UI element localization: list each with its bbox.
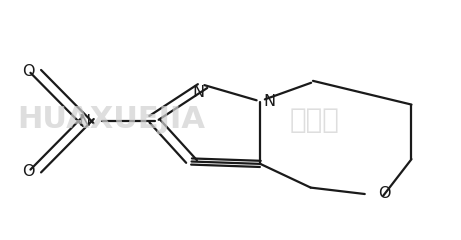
Text: O: O <box>22 163 35 179</box>
Text: HUAXUEJIA: HUAXUEJIA <box>18 106 206 134</box>
Text: N: N <box>79 114 91 129</box>
Text: O: O <box>378 186 390 201</box>
Text: N: N <box>193 85 205 100</box>
Text: N: N <box>263 94 276 108</box>
Text: O: O <box>22 64 35 79</box>
Text: 化学加: 化学加 <box>290 106 340 134</box>
